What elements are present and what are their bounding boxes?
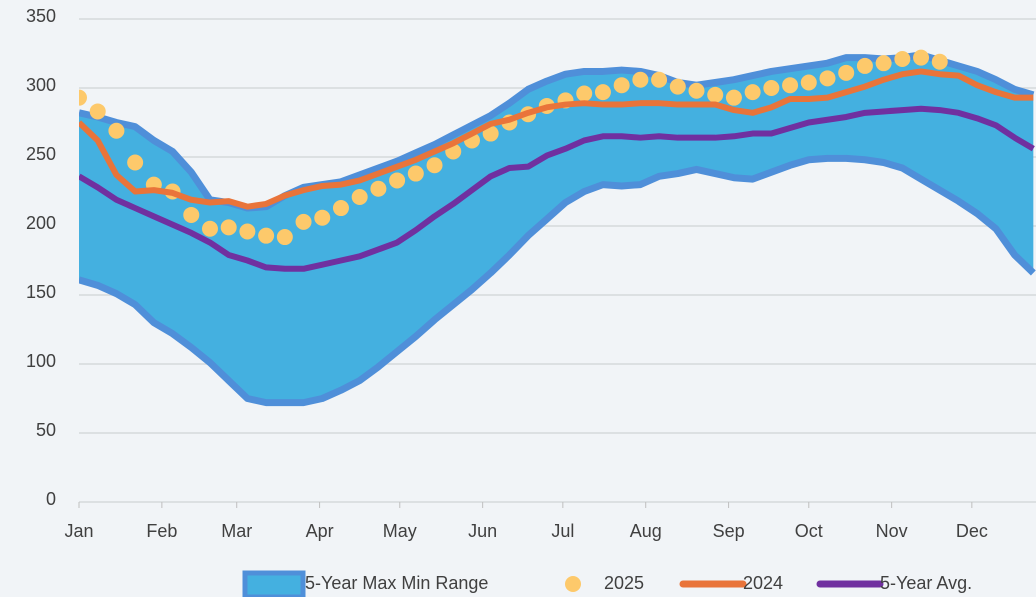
series-dot bbox=[89, 103, 106, 120]
x-tick-label: Mar bbox=[221, 521, 252, 541]
series-dot bbox=[108, 122, 125, 139]
series-dot bbox=[332, 200, 349, 217]
legend-label: 5-Year Max Min Range bbox=[305, 573, 488, 593]
series-dot bbox=[707, 86, 724, 103]
series-dot bbox=[295, 213, 312, 230]
y-tick-label: 250 bbox=[26, 144, 56, 164]
y-tick-label: 100 bbox=[26, 351, 56, 371]
series-dot bbox=[220, 219, 237, 236]
legend: 5-Year Max Min Range 2025 2024 5-Year Avg. bbox=[242, 570, 972, 597]
series-dot bbox=[127, 154, 144, 171]
series-dot bbox=[931, 53, 948, 70]
series-dot bbox=[613, 77, 630, 94]
series-dot bbox=[819, 70, 836, 87]
series-dot bbox=[389, 172, 406, 189]
x-tick-label: Jul bbox=[551, 521, 574, 541]
legend-swatch bbox=[242, 570, 306, 597]
series-dot bbox=[351, 189, 368, 206]
x-tick-label: Dec bbox=[956, 521, 988, 541]
series-dot bbox=[669, 78, 686, 95]
series-dot bbox=[594, 84, 611, 101]
series-dot bbox=[79, 89, 87, 106]
legend-label: 2025 bbox=[604, 573, 644, 593]
y-tick-label: 300 bbox=[26, 75, 56, 95]
series-dot bbox=[239, 223, 256, 240]
series-dot bbox=[856, 57, 873, 74]
series-dot bbox=[725, 89, 742, 106]
axes: 0 50 100 150 200 250 300 350 Jan Feb Mar Apr May Jun J… bbox=[26, 6, 988, 541]
range-area bbox=[79, 54, 1034, 403]
x-tick-label: Feb bbox=[146, 521, 177, 541]
x-tick-label: Jan bbox=[64, 521, 93, 541]
series-dot bbox=[875, 55, 892, 72]
series-dot bbox=[800, 74, 817, 91]
x-tick-label: Jun bbox=[468, 521, 497, 541]
series-dot bbox=[913, 49, 930, 66]
series-dot bbox=[763, 80, 780, 96]
series-dot bbox=[482, 125, 499, 142]
series-dot bbox=[407, 165, 424, 182]
series-line bbox=[79, 68, 1034, 210]
y-tick-label: 50 bbox=[36, 420, 56, 440]
y-tick-label: 200 bbox=[26, 213, 56, 233]
legend-label: 2024 bbox=[743, 573, 783, 593]
series-dot bbox=[782, 77, 799, 94]
y-tick-label: 0 bbox=[46, 489, 56, 509]
series-line bbox=[79, 105, 1035, 272]
range-edge bbox=[79, 154, 1036, 407]
series-dot bbox=[744, 84, 761, 101]
series-dot bbox=[276, 229, 293, 246]
x-tick-label: Oct bbox=[795, 521, 823, 541]
x-tick-label: Nov bbox=[876, 521, 908, 541]
series-dot bbox=[426, 157, 443, 174]
series-dot bbox=[688, 82, 705, 99]
y-tick-label: 150 bbox=[26, 282, 56, 302]
series-dot bbox=[370, 180, 387, 197]
series-dot bbox=[258, 227, 275, 244]
series-dot bbox=[894, 51, 911, 68]
x-tick-label: Aug bbox=[630, 521, 662, 541]
plot-area bbox=[79, 49, 1036, 407]
series-dot bbox=[183, 206, 200, 223]
series-dot bbox=[314, 209, 331, 226]
series-dot bbox=[632, 71, 649, 88]
series-dot bbox=[651, 71, 668, 88]
series-dot bbox=[201, 220, 218, 237]
legend-label: 5-Year Avg. bbox=[880, 573, 972, 593]
y-tick-label: 350 bbox=[26, 6, 56, 26]
x-tick-label: Apr bbox=[306, 521, 334, 541]
x-tick-label: Sep bbox=[713, 521, 745, 541]
x-tick-label: May bbox=[383, 521, 417, 541]
series-dot bbox=[838, 64, 855, 81]
legend-swatch bbox=[565, 576, 581, 592]
series-dot bbox=[576, 85, 593, 102]
